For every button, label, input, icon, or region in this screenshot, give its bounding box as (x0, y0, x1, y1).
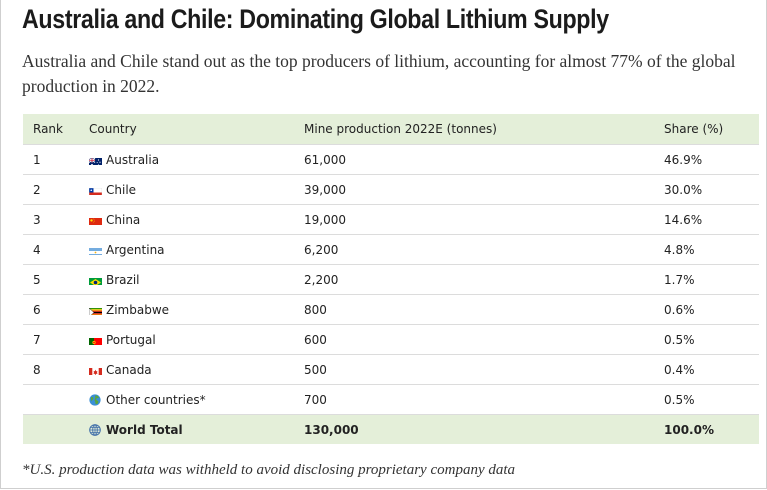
production-cell: 19,000 (294, 204, 654, 235)
rank-cell: 6 (23, 294, 79, 325)
share-cell: 0.5% (654, 384, 759, 415)
share-cell: 100.0% (654, 414, 759, 444)
table-row: 5 Brazil 2,200 1.7% (23, 264, 759, 295)
table-row: 3 China 19,000 14.6% (23, 204, 759, 235)
production-cell: 700 (294, 384, 654, 415)
country-cell: Chile (79, 174, 294, 205)
table-row: Other countries* 700 0.5% (23, 384, 759, 415)
share-cell: 0.4% (654, 354, 759, 385)
total-row: World Total 130,000 100.0% (23, 414, 759, 444)
share-cell: 1.7% (654, 264, 759, 295)
production-cell: 39,000 (294, 174, 654, 205)
rank-cell: 7 (23, 324, 79, 355)
share-cell: 30.0% (654, 174, 759, 205)
share-cell: 4.8% (654, 234, 759, 265)
rank-cell (23, 414, 79, 444)
country-cell: Other countries* (79, 384, 294, 415)
table-header-row: Rank Country Mine production 2022E (tonn… (23, 114, 759, 145)
table-row: 8 Canada 500 0.4% (23, 354, 759, 385)
column-header-production: Mine production 2022E (tonnes) (294, 114, 654, 145)
country-cell: Brazil (79, 264, 294, 295)
share-cell: 14.6% (654, 204, 759, 235)
production-cell: 500 (294, 354, 654, 385)
brazil-flag-icon (89, 276, 102, 285)
table-row: 1 Australia 61,000 46.9% (23, 144, 759, 175)
argentina-flag-icon (89, 246, 102, 255)
globe-meridians-icon (89, 423, 101, 436)
production-cell: 2,200 (294, 264, 654, 295)
country-name: Australia (106, 152, 160, 167)
country-name: World Total (106, 422, 183, 437)
country-name: Argentina (106, 242, 165, 257)
rank-cell: 2 (23, 174, 79, 205)
page-subtitle: Australia and Chile stand out as the top… (22, 51, 736, 96)
table-row: 4 Argentina 6,200 4.8% (23, 234, 759, 265)
footnote: *U.S. production data was withheld to av… (22, 462, 516, 478)
country-cell: Zimbabwe (79, 294, 294, 325)
rank-cell: 3 (23, 204, 79, 235)
rank-cell (23, 384, 79, 415)
country-name: Other countries* (106, 392, 206, 407)
production-cell: 61,000 (294, 144, 654, 175)
country-name: Chile (106, 182, 137, 197)
rank-cell: 5 (23, 264, 79, 295)
country-name: Zimbabwe (106, 302, 170, 317)
zimbabwe-flag-icon (89, 306, 102, 315)
rank-cell: 4 (23, 234, 79, 265)
earth-globe-icon (89, 393, 101, 406)
production-cell: 130,000 (294, 414, 654, 444)
country-name: China (106, 212, 141, 227)
rank-cell: 8 (23, 354, 79, 385)
production-cell: 800 (294, 294, 654, 325)
share-cell: 0.6% (654, 294, 759, 325)
production-cell: 600 (294, 324, 654, 355)
country-cell: Canada (79, 354, 294, 385)
country-cell: World Total (79, 414, 294, 444)
page-title: Australia and Chile: Dominating Global L… (22, 4, 609, 34)
lithium-production-table: Rank Country Mine production 2022E (tonn… (23, 114, 759, 444)
table-row: 6 Zimbabwe 800 0.6% (23, 294, 759, 325)
canada-flag-icon (89, 366, 102, 375)
country-cell: China (79, 204, 294, 235)
australia-flag-icon (89, 156, 102, 165)
column-header-share: Share (%) (654, 114, 759, 145)
share-cell: 46.9% (654, 144, 759, 175)
country-cell: Argentina (79, 234, 294, 265)
chile-flag-icon (89, 186, 102, 195)
production-cell: 6,200 (294, 234, 654, 265)
column-header-rank: Rank (23, 114, 79, 145)
portugal-flag-icon (89, 336, 102, 345)
country-name: Canada (106, 362, 152, 377)
country-cell: Portugal (79, 324, 294, 355)
share-cell: 0.5% (654, 324, 759, 355)
rank-cell: 1 (23, 144, 79, 175)
country-cell: Australia (79, 144, 294, 175)
table-row: 2 Chile 39,000 30.0% (23, 174, 759, 205)
country-name: Brazil (106, 272, 140, 287)
column-header-country: Country (79, 114, 294, 145)
country-name: Portugal (106, 332, 156, 347)
table-row: 7 Portugal 600 0.5% (23, 324, 759, 355)
china-flag-icon (89, 216, 102, 225)
